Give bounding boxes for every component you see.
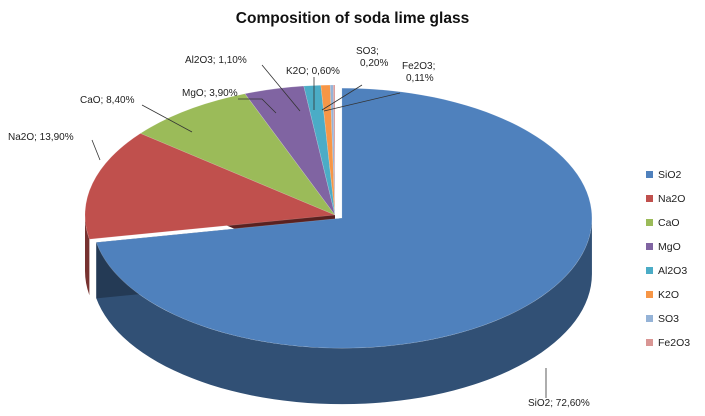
- data-label-k2o: K2O; 0,60%: [286, 66, 340, 77]
- pie-tops: [84, 84, 593, 349]
- legend-label-cao: CaO: [658, 217, 680, 229]
- legend-label-na2o: Na2O: [658, 193, 685, 205]
- data-label-fe2o3: Fe2O3; 0,11%: [402, 61, 435, 84]
- data-label-cao: CaO; 8,40%: [80, 95, 135, 106]
- legend-swatch-na2o: [646, 195, 653, 202]
- leader-line-mgo: [238, 98, 277, 114]
- slice-cao: [139, 93, 336, 216]
- slice-na2o: [84, 133, 336, 240]
- leader-line-al2o3: [261, 64, 301, 112]
- legend-label-so3: SO3: [658, 313, 679, 325]
- legend-swatch-k2o: [646, 291, 653, 298]
- slice-sio2: [95, 87, 593, 349]
- leader-lines: [91, 64, 547, 398]
- legend-swatch-cao: [646, 219, 653, 226]
- data-label-al2o3: Al2O3; 1,10%: [185, 55, 247, 66]
- legend-label-fe2o3: Fe2O3: [658, 337, 690, 349]
- data-label-sio2: SiO2; 72,60%: [528, 398, 590, 409]
- data-label-mgo: MgO; 3,90%: [182, 88, 238, 99]
- data-label-so3: SO3; 0,20%: [356, 46, 388, 69]
- legend-label-mgo: MgO: [658, 241, 681, 253]
- legend-swatch-so3: [646, 315, 653, 322]
- legend-label-al2o3: Al2O3: [658, 265, 687, 277]
- leader-line-cao: [141, 104, 193, 133]
- slice-al2o3: [303, 84, 336, 216]
- slice-mgo: [244, 85, 336, 216]
- slice-fe2o3: [332, 84, 336, 216]
- legend-label-k2o: K2O: [658, 289, 679, 301]
- slice-so3: [329, 84, 336, 216]
- legend-swatch-al2o3: [646, 267, 653, 274]
- legend-swatch-fe2o3: [646, 339, 653, 346]
- leader-line-so3: [321, 84, 363, 111]
- legend-label-sio2: SiO2: [658, 169, 682, 181]
- data-label-na2o: Na2O; 13,90%: [8, 132, 74, 143]
- legend-swatch-mgo: [646, 243, 653, 250]
- leader-line-fe2o3: [323, 92, 401, 112]
- legend: SiO2 Na2O CaO MgO Al2O3 K2O SO3 Fe2O3: [646, 169, 690, 349]
- legend-swatch-sio2: [646, 171, 653, 178]
- chart-title: Composition of soda lime glass: [235, 10, 470, 27]
- slice-k2o: [320, 84, 336, 216]
- slice-side-na2o: [85, 215, 90, 296]
- data-labels: SiO2; 72,60% Na2O; 13,90% CaO; 8,40% MgO; 3…: [8, 46, 590, 409]
- leader-line-na2o: [91, 139, 101, 161]
- slice-side-sio2: [96, 218, 592, 405]
